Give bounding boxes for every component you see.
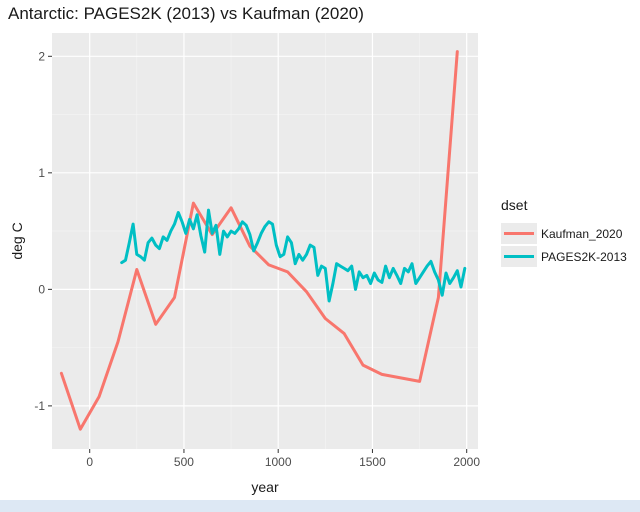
x-axis-ticks: 0 500 1000 1500 2000 — [86, 449, 480, 469]
y-tick-label: 2 — [38, 49, 45, 63]
y-tick-label: 0 — [38, 282, 45, 296]
legend-items: Kaufman_2020 PAGES2K-2013 — [501, 223, 627, 267]
series-layer — [59, 50, 467, 431]
y-tick-label: -1 — [34, 399, 45, 413]
legend-title: dset — [501, 197, 528, 213]
legend-label: PAGES2K-2013 — [541, 250, 627, 264]
x-tick-label: 2000 — [453, 455, 480, 469]
y-tick-label: 1 — [38, 166, 45, 180]
legend: dset Kaufman_2020 PAGES2K-2013 — [501, 197, 627, 267]
y-axis-title: deg C — [9, 222, 25, 259]
x-axis-title: year — [251, 479, 279, 495]
grid-lines — [52, 33, 478, 449]
series-line-kaufman-2020 — [59, 50, 459, 431]
x-tick-label: 500 — [174, 455, 194, 469]
window-bottom-band — [0, 500, 640, 512]
x-tick-label: 0 — [86, 455, 93, 469]
chart-svg: Antarctic: PAGES2K (2013) vs Kaufman (20… — [8, 4, 627, 495]
x-tick-label: 1500 — [359, 455, 386, 469]
chart-title: Antarctic: PAGES2K (2013) vs Kaufman (20… — [8, 4, 364, 23]
x-tick-label: 1000 — [265, 455, 292, 469]
plot-panel — [52, 33, 478, 449]
legend-label: Kaufman_2020 — [541, 227, 623, 241]
y-axis-ticks: -1 0 1 2 — [34, 49, 52, 413]
series-line-pages2k-2013 — [120, 208, 467, 303]
